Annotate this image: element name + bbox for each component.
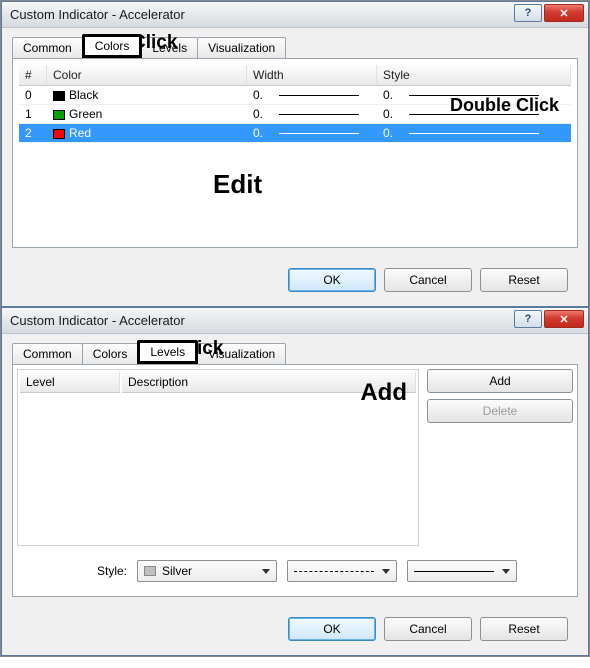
window-title: Custom Indicator - Accelerator	[10, 313, 185, 328]
col-num[interactable]: #	[19, 65, 47, 86]
levels-empty-area[interactable]	[18, 395, 418, 545]
tabs-row: Common Colors Levels Visualization	[2, 28, 588, 58]
color-swatch-icon	[53, 91, 65, 101]
cell-width: 0.	[247, 86, 377, 105]
cancel-button[interactable]: Cancel	[384, 268, 472, 292]
cell-style: 0.	[377, 124, 571, 143]
color-swatch-icon	[53, 110, 65, 120]
style-dash-combo[interactable]	[287, 560, 397, 582]
window-title: Custom Indicator - Accelerator	[10, 7, 185, 22]
style-row: Style: Silver	[13, 550, 577, 596]
tab-common[interactable]: Common	[12, 343, 83, 364]
titlebar[interactable]: Custom Indicator - Accelerator ? ✕	[2, 308, 588, 334]
reset-button[interactable]: Reset	[480, 268, 568, 292]
cancel-button[interactable]: Cancel	[384, 617, 472, 641]
col-style[interactable]: Style	[377, 65, 571, 86]
table-row[interactable]: 2Red0.0.	[19, 124, 571, 143]
tab-colors[interactable]: Colors	[82, 343, 139, 364]
col-width[interactable]: Width	[247, 65, 377, 86]
cell-idx: 2	[19, 124, 47, 143]
color-swatch-icon	[53, 129, 65, 139]
silver-swatch-icon	[144, 566, 156, 576]
cell-color: Red	[47, 124, 247, 143]
dialog-levels: Custom Indicator - Accelerator ? ✕ Click…	[1, 307, 589, 656]
solid-preview-icon	[414, 571, 494, 572]
colors-panel: # Color Width Style 0Black0.0.1Green0.0.…	[12, 58, 578, 248]
delete-button[interactable]: Delete	[427, 399, 573, 423]
style-label: Style:	[97, 564, 127, 578]
tabs-row: Common Colors Levels Visualization	[2, 334, 588, 364]
annotation-add: Add	[360, 379, 407, 407]
reset-button[interactable]: Reset	[480, 617, 568, 641]
tab-common[interactable]: Common	[12, 37, 83, 58]
levels-panel: Level Description Add Delete Add Style: …	[12, 364, 578, 597]
style-width-combo[interactable]	[407, 560, 517, 582]
buttons-row: OK Cancel Reset	[2, 258, 588, 306]
close-button[interactable]: ✕	[544, 310, 584, 328]
tab-visualization[interactable]: Visualization	[197, 37, 286, 58]
col-color[interactable]: Color	[47, 65, 247, 86]
titlebar[interactable]: Custom Indicator - Accelerator ? ✕	[2, 2, 588, 28]
help-button[interactable]: ?	[514, 310, 542, 328]
annotation-edit: Edit	[213, 169, 262, 200]
buttons-row: OK Cancel Reset	[2, 607, 588, 655]
help-button[interactable]: ?	[514, 4, 542, 22]
style-color-name: Silver	[162, 564, 192, 578]
add-button[interactable]: Add	[427, 369, 573, 393]
dialog-colors: Custom Indicator - Accelerator ? ✕ Click…	[1, 1, 589, 307]
cell-color: Green	[47, 105, 247, 124]
style-color-combo[interactable]: Silver	[137, 560, 277, 582]
cell-color: Black	[47, 86, 247, 105]
tab-colors[interactable]: Colors	[82, 34, 143, 58]
tab-levels[interactable]: Levels	[137, 340, 198, 364]
dash-preview-icon	[294, 571, 374, 572]
cell-width: 0.	[247, 105, 377, 124]
cell-width: 0.	[247, 124, 377, 143]
annotation-double-click: Double Click	[450, 95, 559, 116]
ok-button[interactable]: OK	[288, 617, 376, 641]
close-button[interactable]: ✕	[544, 4, 584, 22]
levels-table: Level Description	[18, 370, 418, 395]
cell-idx: 0	[19, 86, 47, 105]
cell-idx: 1	[19, 105, 47, 124]
ok-button[interactable]: OK	[288, 268, 376, 292]
col-level[interactable]: Level	[20, 372, 120, 393]
